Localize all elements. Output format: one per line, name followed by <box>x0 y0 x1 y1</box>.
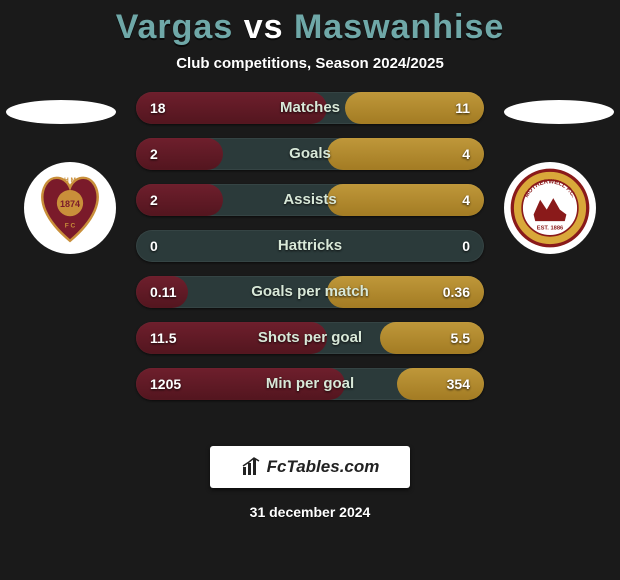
fctables-badge[interactable]: FcTables.com <box>210 446 410 488</box>
hearts-crest-icon: 1874 H M F C <box>29 167 111 249</box>
header: Vargas vs Maswanhise Club competitions, … <box>0 0 620 72</box>
svg-text:EST. 1886: EST. 1886 <box>537 225 563 231</box>
stat-metric-label: Assists <box>136 184 484 216</box>
stats-bars: 18Matches11 2Goals4 2Assists4 0Hattricks0 0.… <box>136 92 484 414</box>
bars-icon <box>241 457 261 477</box>
stat-row: 11.5Shots per goal5.5 <box>136 322 484 354</box>
stat-row: 2Assists4 <box>136 184 484 216</box>
page-title: Vargas vs Maswanhise <box>0 8 620 47</box>
vs-text: vs <box>244 8 284 46</box>
stat-row: 2Goals4 <box>136 138 484 170</box>
stat-right-value: 0.36 <box>429 276 484 308</box>
svg-text:F C: F C <box>65 223 76 230</box>
stat-metric-label: Shots per goal <box>136 322 484 354</box>
subtitle: Club competitions, Season 2024/2025 <box>0 55 620 72</box>
stat-metric-label: Matches <box>136 92 484 124</box>
date-text: 31 december 2024 <box>0 504 620 520</box>
stat-right-value: 354 <box>433 368 484 400</box>
svg-text:1874: 1874 <box>60 199 80 209</box>
fctables-text: FcTables.com <box>267 457 380 477</box>
player-right-name: Maswanhise <box>294 8 504 46</box>
stat-right-value: 11 <box>441 92 484 124</box>
player-left-name: Vargas <box>116 8 234 46</box>
club-crest-left: 1874 H M F C <box>24 162 116 254</box>
svg-text:H M: H M <box>64 177 77 184</box>
stat-right-value: 0 <box>448 230 484 262</box>
stat-row: 0Hattricks0 <box>136 230 484 262</box>
stat-row: 0.11Goals per match0.36 <box>136 276 484 308</box>
stat-row: 18Matches11 <box>136 92 484 124</box>
flag-left <box>6 100 116 124</box>
stat-right-value: 4 <box>448 138 484 170</box>
club-crest-right: EST. 1886 MOTHERWELL F.C. <box>504 162 596 254</box>
stat-metric-label: Goals <box>136 138 484 170</box>
stat-metric-label: Hattricks <box>136 230 484 262</box>
stat-right-value: 5.5 <box>437 322 484 354</box>
stat-right-value: 4 <box>448 184 484 216</box>
flag-right <box>504 100 614 124</box>
stat-row: 1205Min per goal354 <box>136 368 484 400</box>
comparison-panel: 1874 H M F C EST. 1886 MOTHERWELL F.C. 1… <box>0 92 620 432</box>
motherwell-crest-icon: EST. 1886 MOTHERWELL F.C. <box>509 167 591 249</box>
